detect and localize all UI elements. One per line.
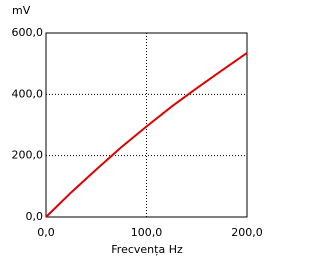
chart: mV Frecvența Hz 0,0 200,0 400,0 600,0 0,0 100… [12, 4, 263, 256]
y-axis-label: mV [12, 4, 31, 17]
x-axis-label: Frecvența Hz [111, 243, 183, 256]
plot-frame [45, 32, 248, 218]
y-tick-label: 600,0 [12, 26, 44, 39]
x-tick-label: 100,0 [131, 226, 163, 239]
data-line [45, 52, 248, 218]
y-tick-label: 0,0 [26, 210, 44, 223]
x-tick-label: 0,0 [37, 226, 55, 239]
x-tick-label: 200,0 [231, 226, 263, 239]
y-tick-label: 400,0 [12, 87, 44, 100]
y-tick-label: 200,0 [12, 149, 44, 162]
